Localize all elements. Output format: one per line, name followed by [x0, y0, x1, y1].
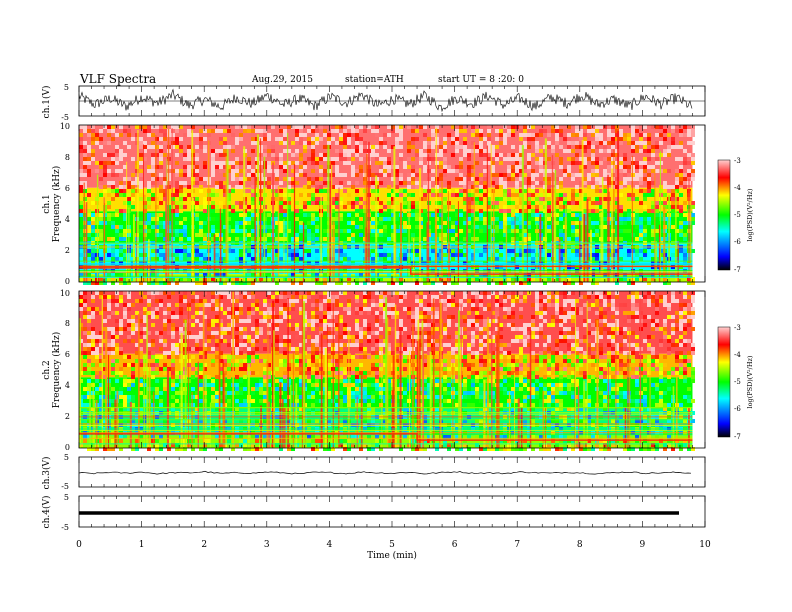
ch2-ytick-10: 10 — [60, 289, 70, 298]
ch2-spectrogram-panel: ch.2 Frequency (kHz) 0 2 4 6 8 10 -3 -4 … — [42, 289, 754, 452]
x-tick-label: 9 — [640, 540, 646, 550]
time-axis-tick-labels: 0 1 2 3 4 5 6 7 8 9 10 — [76, 540, 711, 550]
x-tick-label: 3 — [264, 540, 270, 550]
ch1-spec-ylabel-channel: ch.1 — [42, 194, 52, 213]
ch1-ytick-8: 8 — [65, 153, 70, 162]
ch2-ytick-6: 6 — [65, 350, 70, 359]
ch1-spec-ylabel-freq: Frequency (kHz) — [51, 166, 62, 243]
figure-title: VLF Spectra — [79, 72, 156, 86]
ch2-cbar-tick-m5: -5 — [734, 378, 741, 386]
ch1-ytick-0: 0 — [65, 277, 70, 286]
ch1-waveform-panel: ch.1(V) 5 -5 — [41, 83, 706, 122]
ch1-ytick-bottom: -5 — [61, 113, 69, 122]
ch1-ytick-4: 4 — [65, 215, 70, 224]
ch1-freq-tick-labels: 0 2 4 6 8 10 — [60, 122, 70, 286]
start-time-label: start UT = 8 :20: 0 — [438, 75, 524, 85]
x-tick-label: 7 — [514, 540, 520, 550]
ch1-ylabel: ch.1(V) — [41, 86, 52, 119]
ch1-cbar-label: log(PSD)(V²/Hz) — [746, 188, 754, 241]
ch2-ytick-8: 8 — [65, 319, 70, 328]
x-axis-label: Time (min) — [367, 550, 417, 561]
x-tick-label: 5 — [389, 540, 395, 550]
ch4-ytick-top: 5 — [64, 493, 69, 502]
ch1-spectrogram-panel: ch.1 Frequency (kHz) 0 2 4 6 8 10 -3 -4 … — [42, 122, 754, 286]
ch1-cbar-tick-m4: -4 — [734, 184, 741, 192]
ch4-waveform-panel: ch.4(V) 5 -5 — [41, 493, 706, 532]
ch2-cbar-tick-m6: -6 — [734, 405, 741, 413]
x-tick-label: 8 — [577, 540, 583, 550]
ch2-ytick-0: 0 — [65, 443, 70, 452]
ch2-colorbar — [717, 326, 731, 438]
ch2-spec-ylabel-freq: Frequency (kHz) — [51, 332, 62, 409]
station-label: station=ATH — [345, 75, 404, 85]
x-tick-label: 10 — [699, 540, 711, 550]
ch3-waveform-line — [78, 470, 692, 475]
ch3-waveform-panel: ch.3(V) 5 -5 — [41, 453, 706, 491]
x-tick-label: 6 — [452, 540, 458, 550]
ch2-cbar-tick-m3: -3 — [734, 324, 741, 332]
x-tick-label: 1 — [139, 540, 145, 550]
ch3-ytick-top: 5 — [64, 453, 69, 462]
date-label: Aug.29, 2015 — [251, 75, 313, 85]
x-tick-label: 2 — [201, 540, 207, 550]
ch1-cbar-tick-m5: -5 — [734, 211, 741, 219]
ch2-cbar-tick-m7: -7 — [734, 433, 741, 441]
ch3-ytick-bottom: -5 — [61, 482, 69, 491]
ch4-ytick-bottom: -5 — [61, 523, 69, 532]
ch3-ylabel: ch.3(V) — [41, 457, 52, 490]
ch2-ytick-4: 4 — [65, 381, 70, 390]
ch2-freq-tick-labels: 0 2 4 6 8 10 — [60, 289, 70, 452]
time-axis-ticks — [78, 86, 706, 527]
ch2-ytick-2: 2 — [65, 412, 70, 421]
ch2-spectrogram-image — [79, 291, 695, 451]
ch1-ytick-2: 2 — [65, 246, 70, 255]
ch4-ylabel: ch.4(V) — [41, 496, 52, 529]
ch1-colorbar — [717, 159, 731, 271]
ch1-cbar-tick-m7: -7 — [734, 266, 741, 274]
ch1-ytick-6: 6 — [65, 184, 70, 193]
ch2-cbar-label: log(PSD)(V²/Hz) — [746, 355, 754, 408]
ch1-cbar-tick-m3: -3 — [734, 157, 741, 165]
ch1-ytick-10: 10 — [60, 122, 70, 131]
ch1-cbar-tick-m6: -6 — [734, 238, 741, 246]
ch2-cbar-tick-m4: -4 — [734, 351, 741, 359]
ch1-spectrogram-image — [79, 125, 695, 285]
x-tick-label: 4 — [327, 540, 333, 550]
x-tick-label: 0 — [76, 540, 82, 550]
ch1-ytick-top: 5 — [64, 83, 69, 92]
ch2-spec-ylabel-channel: ch.2 — [42, 360, 52, 379]
ch1-waveform-line — [78, 88, 693, 113]
